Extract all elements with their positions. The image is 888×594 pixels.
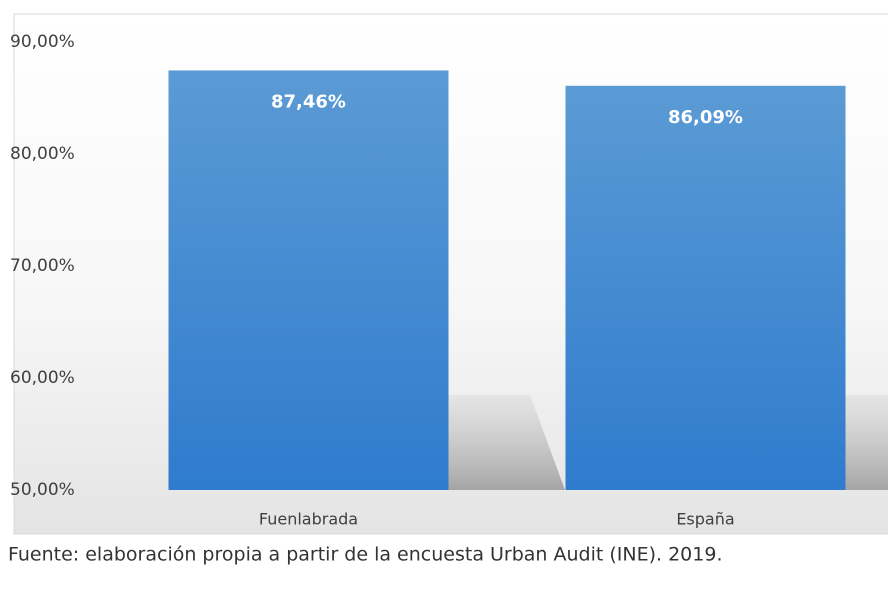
y-tick-label: 50,00% xyxy=(10,480,75,500)
bar xyxy=(565,85,846,491)
bar-shadow xyxy=(845,395,888,490)
bar-shadow xyxy=(448,395,565,490)
bar xyxy=(168,70,449,490)
x-tick-label: Fuenlabrada xyxy=(259,510,358,529)
y-tick-label: 90,00% xyxy=(10,32,75,52)
source-note: Fuente: elaboración propia a partir de l… xyxy=(8,544,723,566)
data-label: 87,46% xyxy=(271,91,346,112)
x-tick-label: España xyxy=(676,510,734,529)
data-label: 86,09% xyxy=(668,107,743,128)
y-tick-label: 60,00% xyxy=(10,368,75,388)
y-tick-label: 70,00% xyxy=(10,256,75,276)
y-tick-label: 80,00% xyxy=(10,144,75,164)
